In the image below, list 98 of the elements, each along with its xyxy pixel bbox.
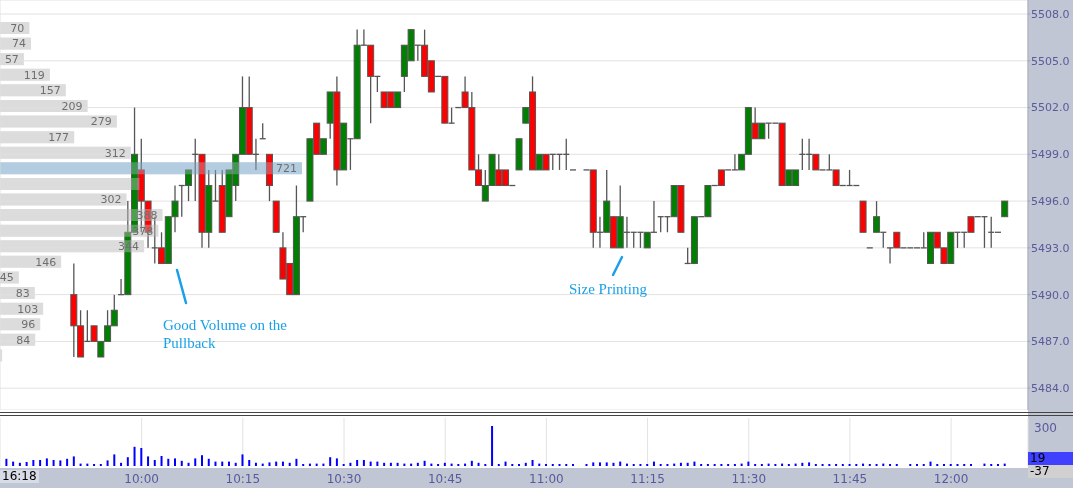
bar xyxy=(383,462,386,466)
bar xyxy=(477,462,480,466)
x-tick-label: 11:15 xyxy=(630,471,665,486)
y-tick-label: 5490.0 xyxy=(1031,288,1070,302)
bar xyxy=(598,462,601,466)
x-tick-label: 10:15 xyxy=(225,471,261,486)
annotation: Good Volume on the Pullback xyxy=(163,317,288,351)
y-tick-label: 5493.0 xyxy=(1031,241,1070,255)
x-tick-label: 11:30 xyxy=(731,471,767,486)
data-label: 177 xyxy=(48,131,70,145)
bar xyxy=(592,462,595,466)
bar xyxy=(45,458,48,466)
data-label: 96 xyxy=(21,318,36,332)
bar xyxy=(160,456,163,466)
bar xyxy=(153,460,156,466)
bar xyxy=(106,460,109,466)
bar xyxy=(18,462,21,466)
x-tick-label: 12:00 xyxy=(933,471,969,486)
data-label: 721 xyxy=(276,162,297,176)
data-label: 146 xyxy=(35,255,57,269)
bar xyxy=(349,462,352,466)
bar xyxy=(234,462,237,466)
bar xyxy=(133,446,136,466)
bar xyxy=(5,458,8,466)
bar xyxy=(248,460,251,466)
bar xyxy=(25,462,28,466)
annotation: Size Printing xyxy=(569,281,648,297)
bar xyxy=(801,462,804,466)
data-label: 157 xyxy=(39,84,61,98)
bar xyxy=(72,456,75,466)
y-tick-label: 5496.0 xyxy=(1031,195,1070,209)
text: -37 xyxy=(1028,464,1073,478)
bar xyxy=(241,454,244,466)
bar xyxy=(113,454,116,466)
bar xyxy=(329,457,332,466)
text: 16:18 xyxy=(0,469,39,483)
bar xyxy=(524,462,527,466)
y-tick-label: 5487.0 xyxy=(1031,335,1070,349)
bar xyxy=(39,460,42,466)
data-label: 70 xyxy=(10,21,25,35)
bar xyxy=(686,462,689,466)
x-tick-label: 10:45 xyxy=(427,471,463,486)
data-label: 302 xyxy=(100,193,122,207)
y-tick-label: 5484.0 xyxy=(1031,382,1070,396)
text: 300 xyxy=(1033,421,1058,435)
bar xyxy=(423,460,426,466)
bar xyxy=(605,462,608,466)
data-label: 312 xyxy=(104,146,126,160)
bar xyxy=(295,458,298,466)
x-tick-label: 10:30 xyxy=(326,471,362,486)
bar xyxy=(491,426,494,466)
bar xyxy=(187,462,190,466)
bar xyxy=(362,460,365,466)
bar xyxy=(126,457,129,466)
x-tick-label: 11:00 xyxy=(529,471,564,486)
bar xyxy=(140,448,143,466)
data-label: 279 xyxy=(90,115,112,129)
bar xyxy=(396,462,399,466)
bar xyxy=(167,458,170,466)
x-tick-label: 10:00 xyxy=(124,471,159,486)
data-label: 103 xyxy=(17,302,39,316)
bar xyxy=(288,462,291,466)
bar xyxy=(443,462,446,466)
bar xyxy=(194,458,197,466)
bar xyxy=(207,458,210,466)
y-tick-label: 5508.0 xyxy=(1031,7,1070,21)
bar xyxy=(120,462,123,466)
bar xyxy=(180,460,183,466)
bar xyxy=(52,460,55,466)
bar xyxy=(32,460,35,466)
data-label: 119 xyxy=(23,68,45,82)
x-tick-label: 11:45 xyxy=(832,471,868,486)
bar xyxy=(389,462,392,466)
y-tick-label: 5505.0 xyxy=(1031,54,1070,68)
bar xyxy=(531,460,534,466)
data-label: 45 xyxy=(0,271,14,285)
data-label: 57 xyxy=(4,53,19,67)
bar xyxy=(356,460,359,466)
bar xyxy=(268,462,271,466)
y-tick-label: 5499.0 xyxy=(1031,148,1070,162)
bar xyxy=(808,462,811,466)
bar xyxy=(335,458,338,466)
data-label: 84 xyxy=(16,333,31,347)
y-tick-label: 5502.0 xyxy=(1031,101,1070,115)
bar xyxy=(66,458,69,466)
data-label: 83 xyxy=(15,286,30,300)
bar xyxy=(470,460,473,466)
bar xyxy=(59,460,62,466)
data-label: 209 xyxy=(61,99,83,113)
bar xyxy=(174,458,177,466)
bar xyxy=(416,462,419,466)
bar xyxy=(147,456,150,466)
bar xyxy=(612,462,615,466)
bar xyxy=(679,462,682,466)
bar xyxy=(254,462,257,466)
data-label: 74 xyxy=(12,37,26,51)
bar xyxy=(201,455,203,466)
text: 19 xyxy=(1028,451,1073,465)
